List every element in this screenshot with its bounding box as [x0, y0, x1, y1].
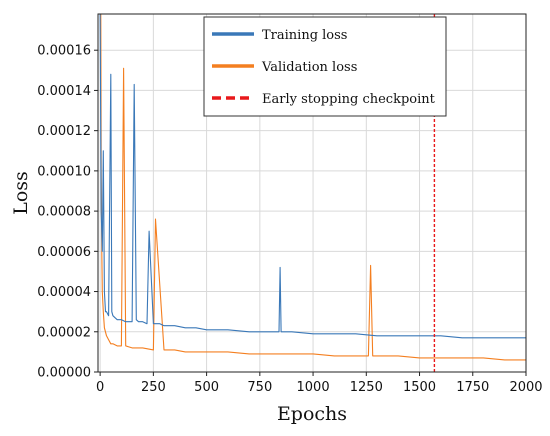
x-tick-label: 500 [194, 380, 219, 395]
y-tick-label: 0.00000 [37, 366, 91, 381]
y-tick-label: 0.00006 [37, 245, 91, 260]
validation-loss-line [100, 14, 526, 361]
series-layer [99, 14, 526, 372]
y-tick-label: 0.00010 [37, 164, 91, 179]
x-tick-label: 750 [247, 380, 272, 395]
y-tick-label: 0.00002 [37, 325, 91, 340]
axis-ticks: 0 250 500 750 1000 1250 1500 1750 2000 0.00000 0.0… [37, 44, 542, 395]
validation-loss-legend-label: Validation loss [261, 60, 357, 75]
x-tick-label: 1500 [403, 380, 436, 395]
y-tick-label: 0.00004 [37, 285, 91, 300]
training-loss-line [99, 14, 526, 339]
legend: Training loss Validation loss Early stoppi… [203, 16, 447, 117]
y-axis-title: Loss [10, 171, 32, 215]
x-tick-label: 1250 [350, 380, 383, 395]
early-stopping-checkpoint-legend-label: Early stopping checkpoint [262, 92, 436, 107]
x-tick-label: 1000 [297, 380, 330, 395]
x-tick-label: 2000 [509, 380, 542, 395]
x-tick-label: 0 [96, 380, 104, 395]
y-tick-label: 0.00012 [37, 124, 91, 139]
plot-frame [97, 13, 527, 373]
x-axis-title: Epochs [277, 403, 347, 425]
y-tick-label: 0.00014 [37, 84, 91, 99]
training-loss-legend-label: Training loss [262, 28, 347, 43]
x-tick-label: 250 [141, 380, 166, 395]
y-tick-label: 0.00016 [37, 44, 91, 59]
y-tick-label: 0.00008 [37, 205, 91, 220]
x-tick-label: 1750 [456, 380, 489, 395]
